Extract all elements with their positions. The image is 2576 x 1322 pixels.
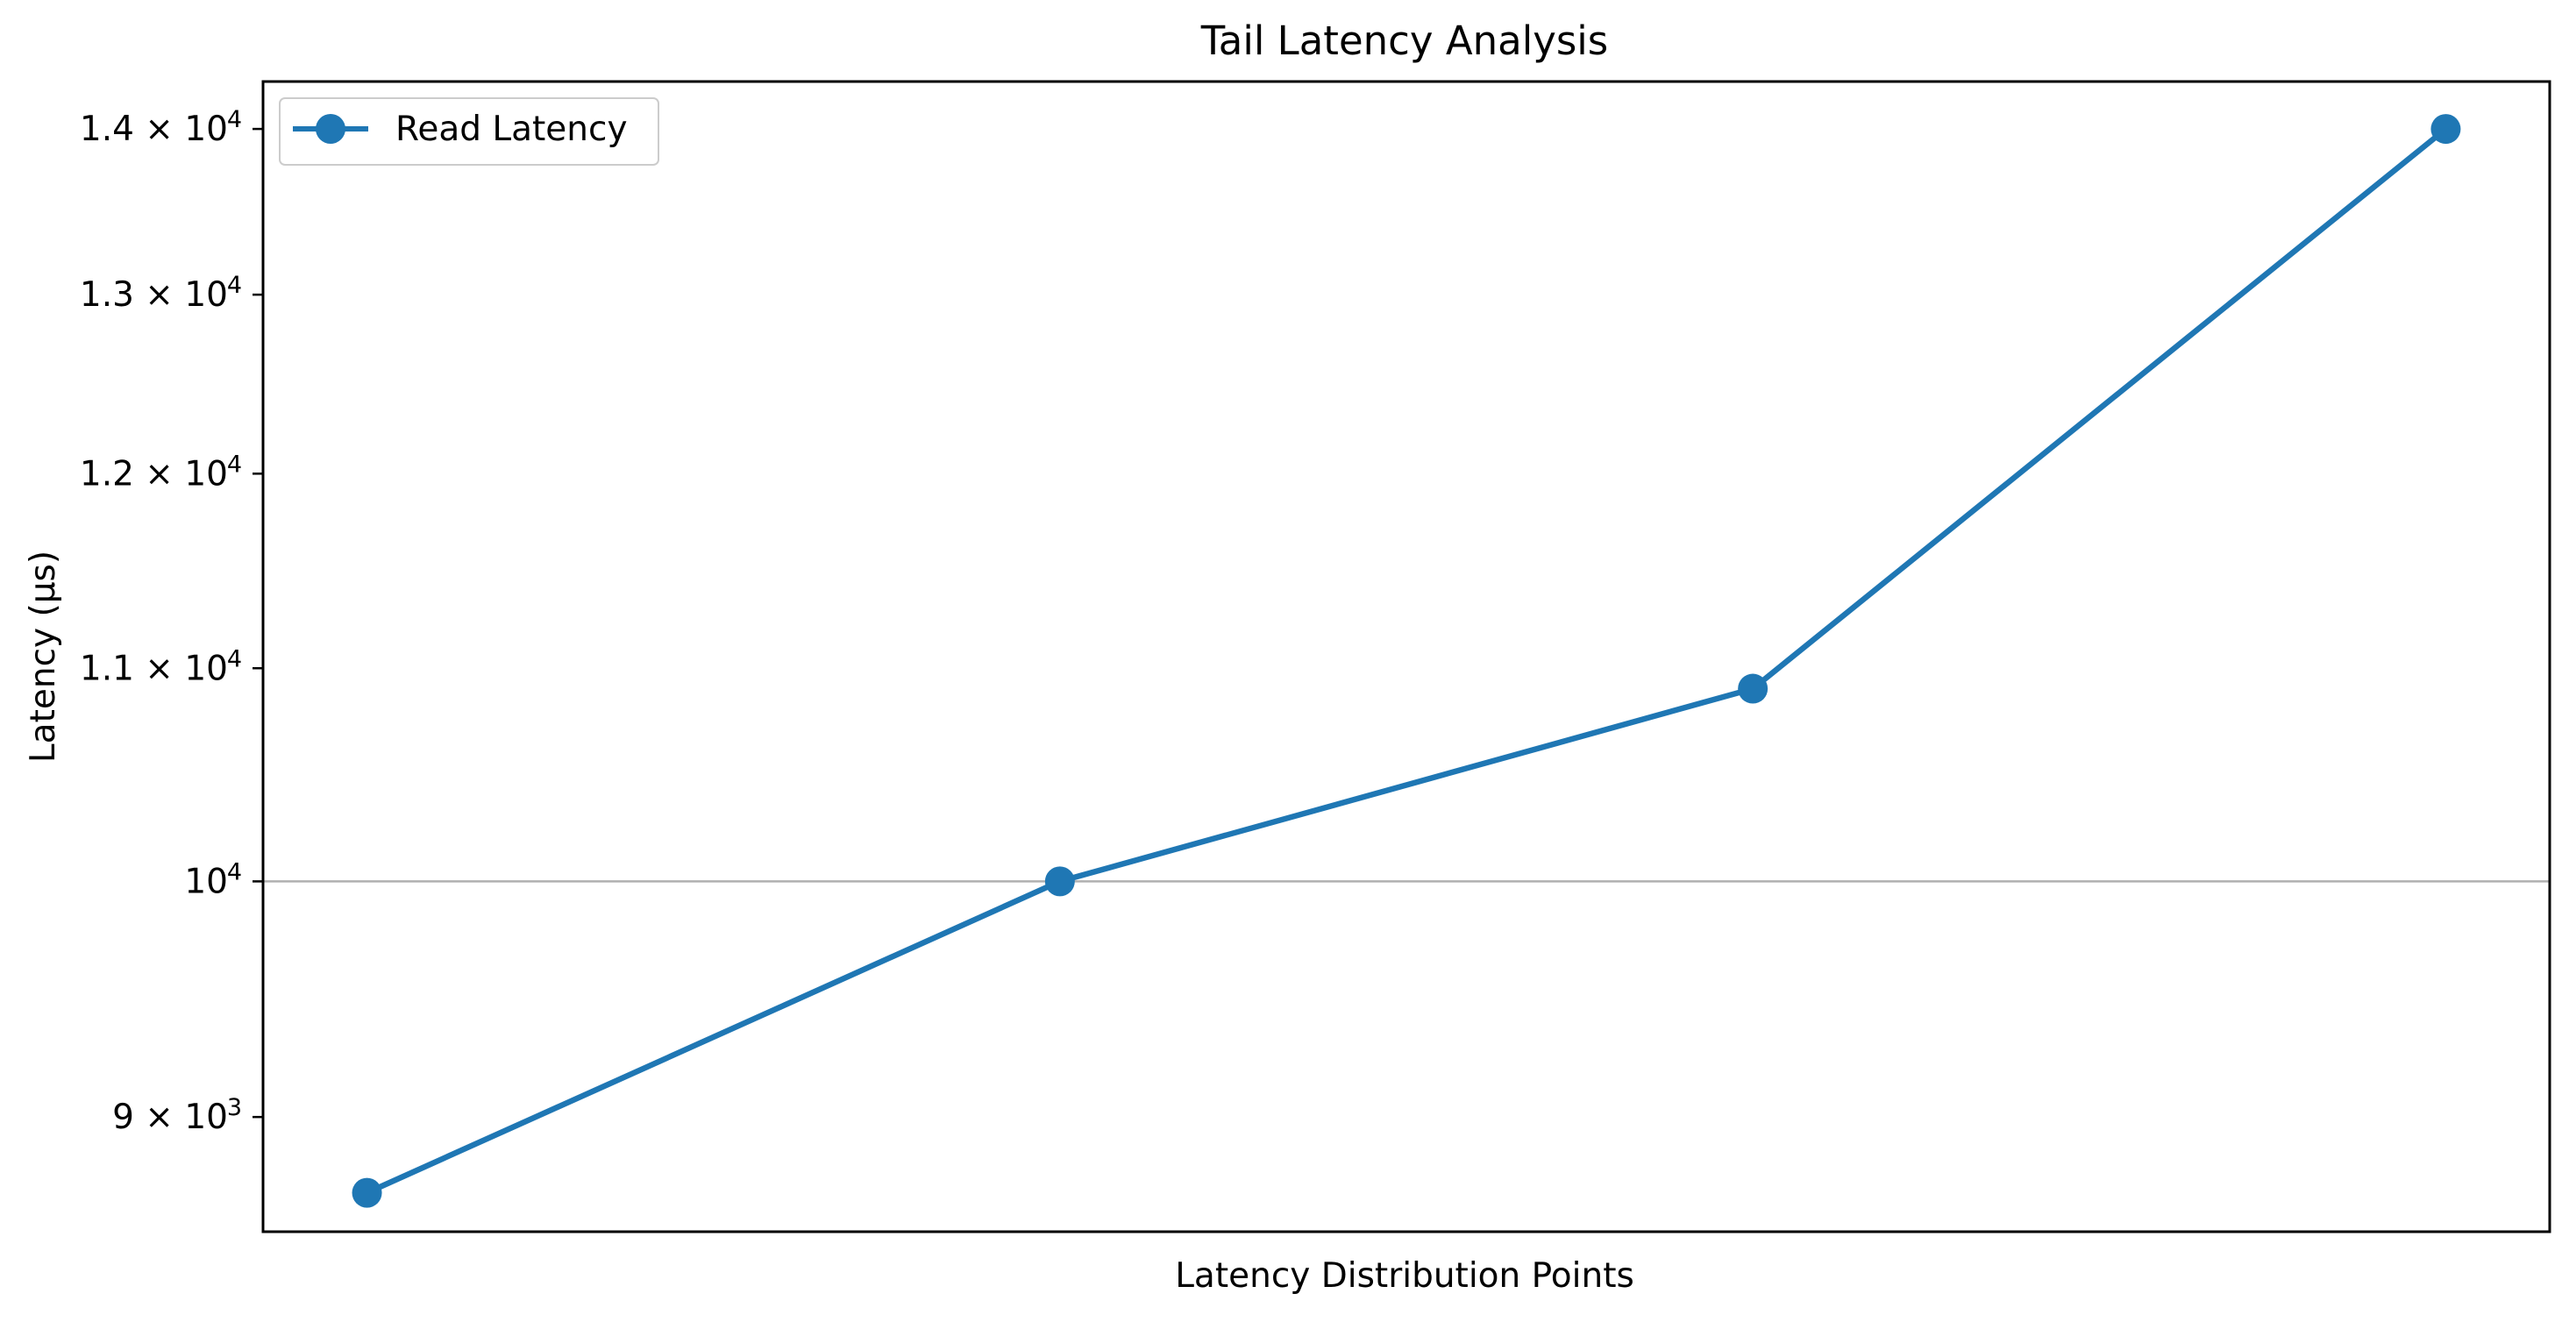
x-axis-label: Latency Distribution Points — [1175, 1256, 1634, 1296]
legend: Read Latency — [279, 97, 659, 166]
y-tick-label-exponent: 4 — [227, 858, 242, 885]
series-line-read-latency — [364, 125, 2449, 1196]
data-point-1 — [352, 1177, 382, 1208]
y-tick-label-exponent: 3 — [227, 1094, 242, 1121]
y-tick-label-base: 10 — [184, 862, 228, 901]
data-point-2 — [1044, 866, 1075, 897]
y-tick-label-base: 1.3 × 10 — [80, 275, 228, 315]
y-tick-label-exponent: 4 — [227, 645, 242, 672]
plot-area-frame — [261, 80, 2551, 1233]
y-tick-label-exponent: 4 — [227, 451, 242, 478]
legend-label-read-latency: Read Latency — [395, 110, 628, 149]
series-layer — [352, 114, 2461, 1208]
y-tick-label-exponent: 4 — [227, 272, 242, 299]
y-tick-label-base: 1.2 × 10 — [80, 454, 228, 494]
legend-marker-swatch — [316, 114, 345, 144]
y-axis-label: Latency (µs) — [24, 551, 63, 763]
chart-title: Tail Latency Analysis — [1200, 18, 1609, 64]
data-point-4 — [2430, 114, 2461, 145]
y-tick-label-base: 1.1 × 10 — [80, 649, 228, 688]
y-tick-label-base: 1.4 × 10 — [80, 110, 228, 149]
legend-box — [279, 97, 659, 166]
y-tick-label-exponent: 4 — [227, 106, 242, 133]
y-tick-label-base: 9 × 10 — [112, 1098, 228, 1137]
data-point-3 — [1738, 673, 1768, 704]
